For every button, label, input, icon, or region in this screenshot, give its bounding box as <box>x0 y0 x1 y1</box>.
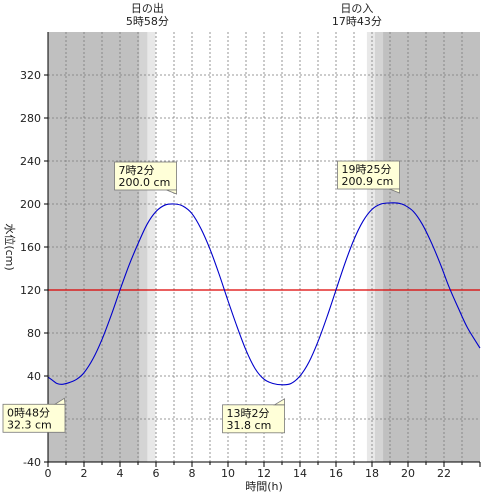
y-axis-title: 水位(cm) <box>3 223 17 270</box>
y-tick-label: 120 <box>20 284 41 297</box>
x-tick-label: 18 <box>365 467 379 480</box>
y-tick-label: 80 <box>27 327 41 340</box>
sun-labels: 日の出 5時58分 日の入 17時43分 <box>126 1 382 28</box>
x-tick-label: 6 <box>153 467 160 480</box>
callout-time: 0時48分 <box>7 406 50 419</box>
callout-value: 31.8 cm <box>227 419 272 432</box>
sunset-time: 17時43分 <box>332 15 382 28</box>
sunrise-time: 5時58分 <box>126 15 169 28</box>
x-tick-label: 10 <box>221 467 235 480</box>
x-tick-label: 22 <box>437 467 451 480</box>
callout-value: 200.0 cm <box>119 176 171 189</box>
callout-pointer <box>53 397 66 405</box>
callout-time: 13時2分 <box>227 407 270 420</box>
y-tick-label: -40 <box>23 456 41 469</box>
x-tick-label: 12 <box>257 467 271 480</box>
x-tick-label: 0 <box>45 467 52 480</box>
tide-series-line <box>47 202 481 386</box>
tick-labels: 0246810121416182022-40040801201602002402… <box>20 69 451 480</box>
y-tick-label: 200 <box>20 198 41 211</box>
x-tick-label: 14 <box>293 467 307 480</box>
x-axis-title: 時間(h) <box>245 480 283 493</box>
callout-time: 19時25分 <box>342 163 392 176</box>
callout-box <box>222 404 285 434</box>
series-layer <box>47 202 481 386</box>
callout-box <box>2 403 66 433</box>
y-tick-label: 240 <box>20 155 41 168</box>
callout-pointer <box>166 189 177 195</box>
x-tick-label: 4 <box>117 467 124 480</box>
x-tick-label: 2 <box>81 467 88 480</box>
callout-pointer <box>273 398 285 406</box>
axes <box>44 32 481 467</box>
y-tick-label: 160 <box>20 241 41 254</box>
callout-value: 32.3 cm <box>7 418 52 431</box>
callout-value: 200.9 cm <box>342 175 394 188</box>
x-tick-label: 20 <box>401 467 415 480</box>
callout-pointer <box>389 188 400 194</box>
callout-time: 7時2分 <box>119 164 155 177</box>
sunset-label: 日の入 <box>340 2 373 15</box>
callout-box <box>337 160 400 190</box>
callout-box <box>114 161 177 191</box>
x-tick-label: 8 <box>189 467 196 480</box>
y-tick-label: 280 <box>20 112 41 125</box>
y-tick-label: 320 <box>20 69 41 82</box>
sunrise-label: 日の出 <box>131 1 164 15</box>
x-tick-label: 16 <box>329 467 343 480</box>
y-tick-label: 40 <box>27 370 41 383</box>
